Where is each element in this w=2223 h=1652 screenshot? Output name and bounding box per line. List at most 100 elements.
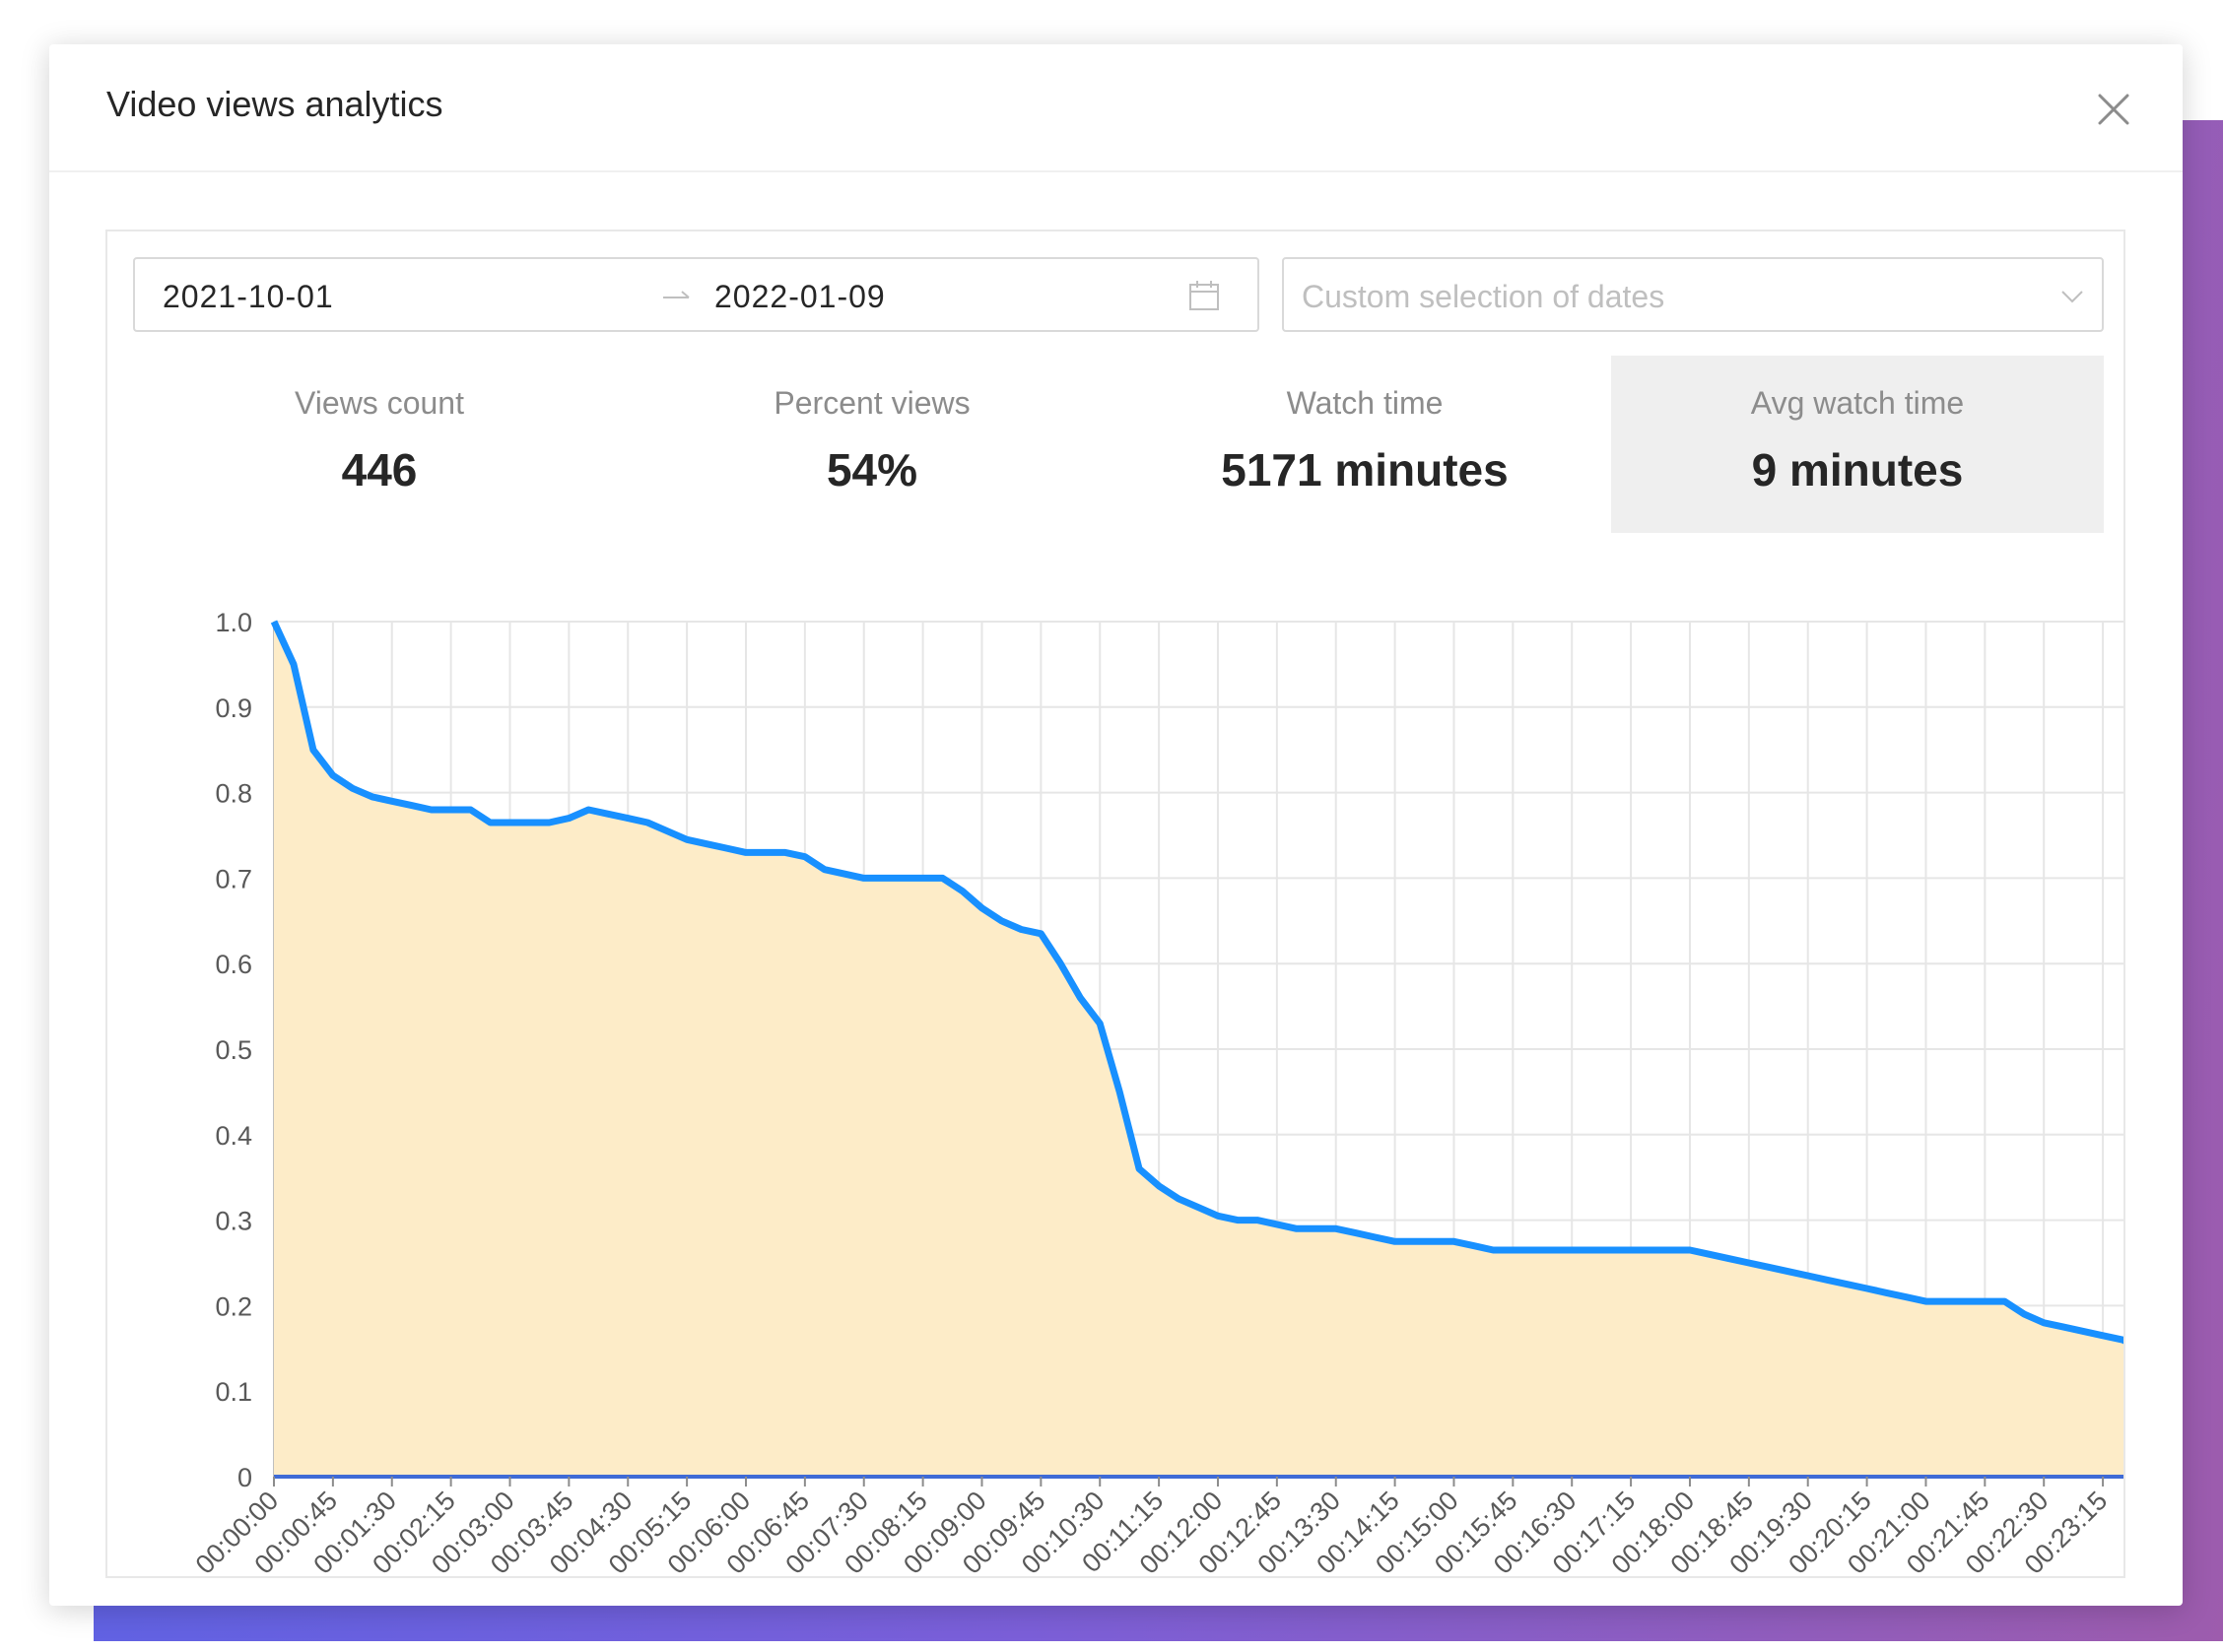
data-point [370,794,375,800]
chevron-down-icon[interactable] [2058,283,2086,310]
data-point [644,820,650,826]
start-date-input[interactable]: 2021-10-01 [163,279,334,314]
data-point [1922,1298,1928,1304]
data-point [842,871,847,877]
stat-value: 5171 minutes [1221,444,1509,496]
retention-area [274,622,2123,1477]
data-point [1884,1289,1890,1295]
data-point [1687,1247,1693,1253]
stat-value: 9 minutes [1751,444,1964,496]
y-axis-ticks: 0 0.1 0.2 0.3 0.4 0.5 0.6 0.7 0.8 0.9 1.0 [215,608,252,1492]
data-point [960,888,966,893]
data-point [1726,1256,1732,1262]
data-point [468,807,474,813]
date-preset-select[interactable]: Custom selection of dates [1282,257,2104,332]
data-point [1038,931,1044,937]
data-point [330,772,336,778]
data-point [1529,1247,1535,1253]
data-point [1294,1225,1300,1231]
data-point [1904,1294,1910,1300]
data-point [704,841,709,847]
data-point [1136,1166,1142,1172]
stat-views-count[interactable]: Views count 446 [133,356,626,533]
data-point [310,747,316,753]
data-point [1549,1247,1555,1253]
analytics-panel: 2021-10-01 2022-01-09 Custom selection o… [105,230,2125,1578]
data-point [566,816,572,822]
stat-watch-time[interactable]: Watch time 5171 minutes [1118,356,1611,533]
stat-label: Watch time [1286,385,1444,421]
data-point [723,845,729,851]
y-tick-label: 0.1 [215,1377,252,1407]
data-point [881,875,887,881]
data-point [1746,1260,1752,1266]
data-point [1432,1238,1438,1244]
data-point [802,854,808,860]
data-point [861,875,867,881]
data-point [684,836,690,842]
close-icon[interactable] [2092,88,2135,131]
x-axis-ticks: 00:00:0000:00:4500:01:3000:02:1500:03:00… [190,1477,2113,1576]
data-point [1116,1089,1122,1094]
data-point [1333,1225,1339,1231]
data-point [1195,1205,1201,1211]
data-point [585,807,591,813]
data-point [1097,1021,1103,1026]
stat-avg-watch-time[interactable]: Avg watch time 9 minutes [1611,356,2104,533]
data-point [389,798,395,804]
data-point [1628,1247,1634,1253]
data-point [1018,926,1024,932]
data-point [920,875,926,881]
stat-percent-views[interactable]: Percent views 54% [626,356,1118,533]
data-point [1608,1247,1614,1253]
y-tick-label: 0.2 [215,1291,252,1321]
data-point [1156,1183,1162,1189]
data-point [1845,1282,1851,1288]
data-point [1707,1251,1713,1257]
data-point [1314,1225,1319,1231]
end-date-input[interactable]: 2022-01-09 [714,279,886,314]
data-point [625,816,631,822]
data-point [1490,1247,1496,1253]
calendar-icon[interactable] [1187,279,1221,312]
data-point [901,875,907,881]
stat-label: Avg watch time [1750,385,1965,421]
y-tick-label: 0.4 [215,1121,252,1151]
stat-value: 54% [826,444,918,496]
data-point [1588,1247,1594,1253]
data-point [271,619,277,625]
data-point [291,661,297,667]
stat-value: 446 [341,444,418,496]
data-point [1412,1238,1418,1244]
close-button[interactable] [2092,88,2135,131]
analytics-modal: Video views analytics 2021-10-01 2022-01… [49,44,2183,1606]
data-point [1392,1238,1398,1244]
data-point [1235,1218,1241,1223]
data-point [488,820,494,826]
stat-label: Views count [295,385,464,421]
data-point [1825,1277,1831,1283]
y-tick-label: 0.6 [215,950,252,979]
date-range-picker[interactable]: 2021-10-01 2022-01-09 [133,257,1259,332]
data-point [1077,995,1083,1001]
data-point [822,867,828,873]
data-point [1805,1273,1811,1279]
y-tick-label: 1.0 [215,608,252,637]
arrow-right-icon [663,291,690,298]
data-point [1962,1298,1968,1304]
data-point [1785,1269,1791,1275]
data-point [2060,1324,2066,1330]
data-point [1353,1230,1359,1236]
data-point [1667,1247,1673,1253]
data-point [429,807,435,813]
y-tick-label: 0.8 [215,779,252,809]
data-point [409,803,415,809]
data-point [1470,1243,1476,1249]
data-point [1942,1298,1948,1304]
data-point [1510,1247,1516,1253]
data-point [1215,1213,1221,1219]
data-point [1982,1298,1987,1304]
data-point [2041,1320,2047,1326]
date-preset-placeholder: Custom selection of dates [1302,279,1665,314]
modal-header: Video views analytics [49,44,2183,172]
